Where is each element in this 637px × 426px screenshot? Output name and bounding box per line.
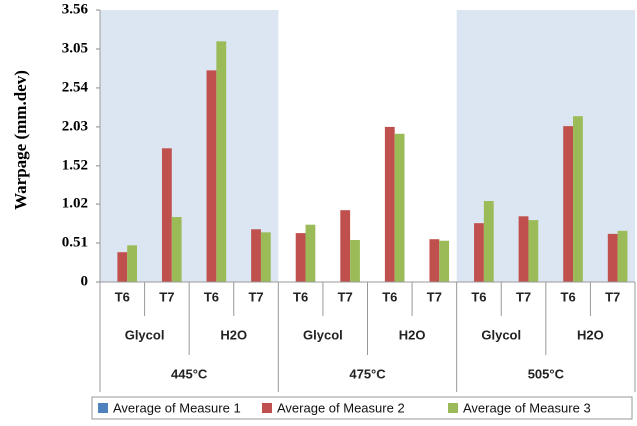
y-axis-label: Warpage (mm.dev): [11, 70, 30, 210]
y-tick-label: 0.51: [62, 234, 88, 250]
bar: [171, 217, 182, 282]
subgroup-label: Glycol: [303, 327, 343, 342]
x-tick-label: T6: [204, 289, 219, 304]
bar: [518, 216, 529, 282]
bar: [483, 201, 494, 282]
legend-swatch: [448, 403, 458, 413]
bar: [295, 233, 306, 282]
legend-label: Average of Measure 2: [277, 400, 405, 415]
bar: [350, 239, 360, 282]
bar: [216, 41, 227, 283]
bar: [607, 233, 618, 282]
bar: [340, 210, 351, 282]
legend-swatch: [262, 403, 272, 413]
x-tick-label: T6: [115, 289, 130, 304]
group-label: 475°C: [349, 366, 386, 381]
legend-label: Average of Measure 3: [463, 400, 591, 415]
x-tick-label: T7: [516, 289, 531, 304]
bar: [117, 252, 128, 282]
bar: [439, 240, 450, 282]
x-tick-label: T7: [605, 289, 620, 304]
x-tick-label: T7: [427, 289, 442, 304]
subgroup-label: H2O: [399, 327, 426, 342]
x-tick-label: T7: [248, 289, 263, 304]
group-label: 445°C: [171, 366, 208, 381]
y-tick-label: 2.03: [62, 118, 88, 134]
legend-label: Average of Measure 1: [113, 400, 241, 415]
y-tick-label: 1.52: [62, 157, 88, 173]
y-tick-label: 0: [81, 273, 89, 289]
legend-swatch: [98, 403, 108, 413]
bar: [563, 126, 574, 283]
bar: [127, 245, 138, 282]
bar: [528, 220, 539, 282]
bar: [206, 70, 217, 282]
bar: [251, 229, 261, 282]
x-tick-label: T7: [338, 289, 353, 304]
y-tick-label: 1.02: [62, 196, 88, 212]
shaded-band: [100, 10, 279, 282]
bar: [305, 224, 316, 282]
x-tick-label: T6: [471, 289, 486, 304]
y-tick-label: 3.05: [62, 40, 88, 56]
bar: [474, 223, 484, 282]
bar: [260, 232, 271, 282]
subgroup-label: Glycol: [481, 327, 521, 342]
x-tick-label: T6: [561, 289, 576, 304]
x-tick-label: T6: [293, 289, 308, 304]
subgroup-label: Glycol: [125, 327, 165, 342]
bar: [161, 148, 172, 282]
bar: [617, 230, 628, 282]
x-tick-label: T6: [382, 289, 397, 304]
legend-box: [91, 396, 633, 420]
x-tick-label: T7: [159, 289, 174, 304]
group-label: 505°C: [528, 366, 565, 381]
bar: [573, 116, 583, 283]
subgroup-label: H2O: [577, 327, 604, 342]
bar: [394, 133, 405, 282]
y-tick-label: 3.56: [62, 1, 89, 17]
bar: [429, 239, 440, 282]
y-tick-label: 2.54: [62, 79, 89, 95]
subgroup-label: H2O: [220, 327, 247, 342]
bar: [384, 126, 395, 282]
